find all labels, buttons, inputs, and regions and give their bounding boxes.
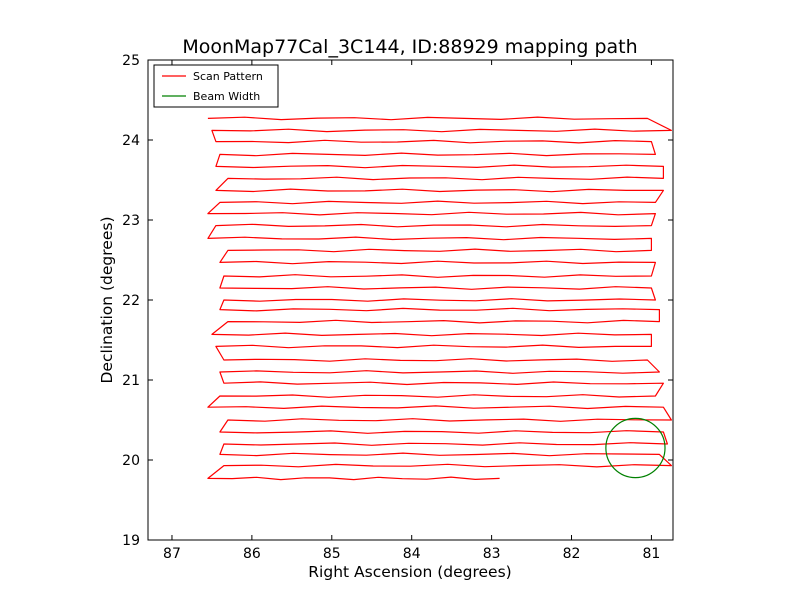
x-tick-label: 83 [483,546,501,562]
x-tick-label: 85 [323,546,341,562]
scan-pattern-path [207,116,672,481]
y-tick-label: 24 [122,133,140,149]
x-axis-label: Right Ascension (degrees) [308,563,511,581]
x-tick-label: 87 [163,546,181,562]
x-axis-ticks: 87 86 85 84 83 82 81 [163,60,660,562]
legend-label-scan-pattern: Scan Pattern [193,70,263,83]
legend-box [153,64,279,108]
y-tick-label: 25 [122,53,140,69]
x-tick-label: 82 [563,546,581,562]
y-tick-label: 22 [122,293,140,309]
scan-pattern-path-group [207,116,672,481]
y-tick-label: 20 [122,453,140,469]
chart-title: MoonMap77Cal_3C144, ID:88929 mapping pat… [182,36,637,58]
legend: Scan Pattern Beam Width [153,64,279,108]
y-axis-label: Declination (degrees) [98,216,116,383]
x-tick-label: 81 [643,546,661,562]
legend-label-beam-width: Beam Width [193,90,260,103]
x-tick-label: 86 [243,546,261,562]
y-axis-ticks: 19 20 21 22 23 24 25 [122,53,673,549]
y-tick-label: 23 [122,213,140,229]
beam-width-circle [605,417,666,479]
x-tick-label: 84 [403,546,421,562]
beam-width-group [605,417,666,479]
y-tick-label: 21 [122,373,140,389]
y-tick-label: 19 [122,533,140,549]
